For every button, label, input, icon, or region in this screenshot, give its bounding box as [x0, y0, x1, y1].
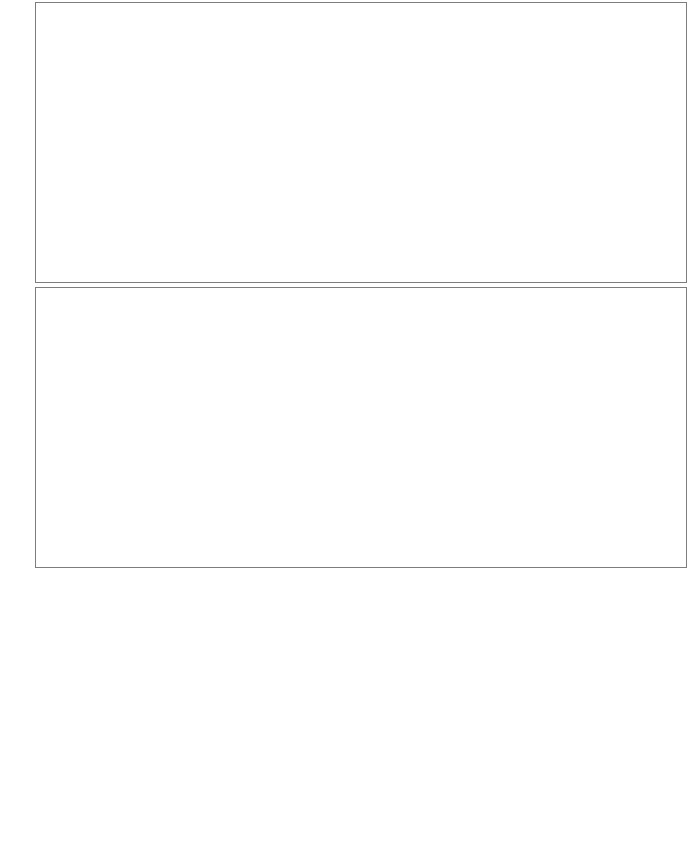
panel-c-map — [35, 287, 687, 568]
panel-a-dot-layer — [36, 3, 686, 282]
inset-d-histogram — [106, 431, 261, 563]
panel-e-sunburst — [0, 583, 345, 843]
inset-b-histogram — [96, 155, 251, 285]
panel-c-dot-layer — [36, 288, 686, 567]
sunburst-chart — [30, 585, 320, 843]
do-timeseries — [330, 585, 688, 843]
panel-a-map — [35, 2, 687, 283]
panel-f-trend-chart — [330, 583, 688, 843]
